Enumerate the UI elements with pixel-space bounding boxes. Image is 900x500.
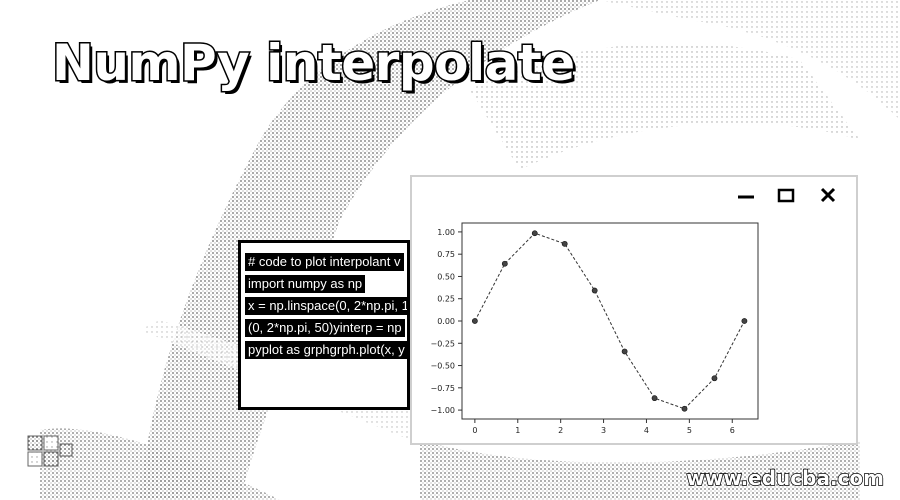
minimize-icon (738, 195, 754, 199)
y-tick-label: −1.00 (430, 406, 455, 415)
code-line-3: x = np.linspace(0, 2*np.pi, 1 (245, 297, 407, 315)
plot-area-frame (461, 222, 759, 420)
data-point (651, 395, 658, 402)
x-tick-label: 4 (644, 426, 649, 435)
x-tick-label: 2 (558, 426, 563, 435)
close-icon (820, 187, 836, 203)
data-point (681, 405, 688, 412)
code-line-5: pyplot as grphgrph.plot(x, y (245, 341, 407, 359)
x-tick-label: 5 (687, 426, 692, 435)
page-title: NumPy interpolate (51, 33, 577, 94)
data-point (471, 318, 478, 324)
x-tick-label: 3 (601, 426, 606, 435)
data-point (621, 348, 628, 355)
y-tick-label: −0.75 (430, 384, 455, 393)
maximize-button[interactable] (774, 183, 798, 207)
data-point (591, 287, 598, 294)
logo-cube-icon (27, 435, 73, 467)
code-line-4: (0, 2*np.pi, 50)yinterp = np (245, 319, 405, 337)
y-tick-label: 1.00 (437, 228, 455, 237)
y-tick-label: −0.25 (430, 339, 455, 348)
code-panel: # code to plot interpolant v import nump… (238, 240, 410, 410)
data-point (741, 318, 748, 324)
data-point (531, 230, 538, 237)
x-tick-label: 6 (730, 426, 735, 435)
plot-window: 1.00 0.75 0.50 0.25 0.00 −0.25 −0.50 −0.75 −1.00… (410, 175, 858, 445)
code-line-2: import numpy as np (245, 275, 366, 293)
y-tick-label: 0.25 (437, 295, 455, 304)
y-tick-label: 0.50 (437, 272, 455, 281)
data-point (501, 260, 508, 267)
data-point (711, 375, 718, 382)
series-line (474, 232, 745, 410)
x-tick-label: 0 (472, 426, 477, 435)
y-tick-label: 0.00 (437, 317, 455, 326)
code-line-1: # code to plot interpolant v (245, 253, 404, 271)
watermark: www.educba.com (686, 465, 885, 491)
interpolation-chart: 1.00 0.75 0.50 0.25 0.00 −0.25 −0.50 −0.75 −1.00… (430, 222, 759, 435)
data-point (561, 240, 568, 247)
close-button[interactable] (816, 183, 840, 207)
maximize-icon (777, 188, 795, 203)
x-tick-label: 1 (515, 426, 520, 435)
y-tick-label: −0.50 (430, 362, 455, 371)
minimize-button[interactable] (734, 183, 758, 207)
y-tick-label: 0.75 (437, 250, 455, 259)
